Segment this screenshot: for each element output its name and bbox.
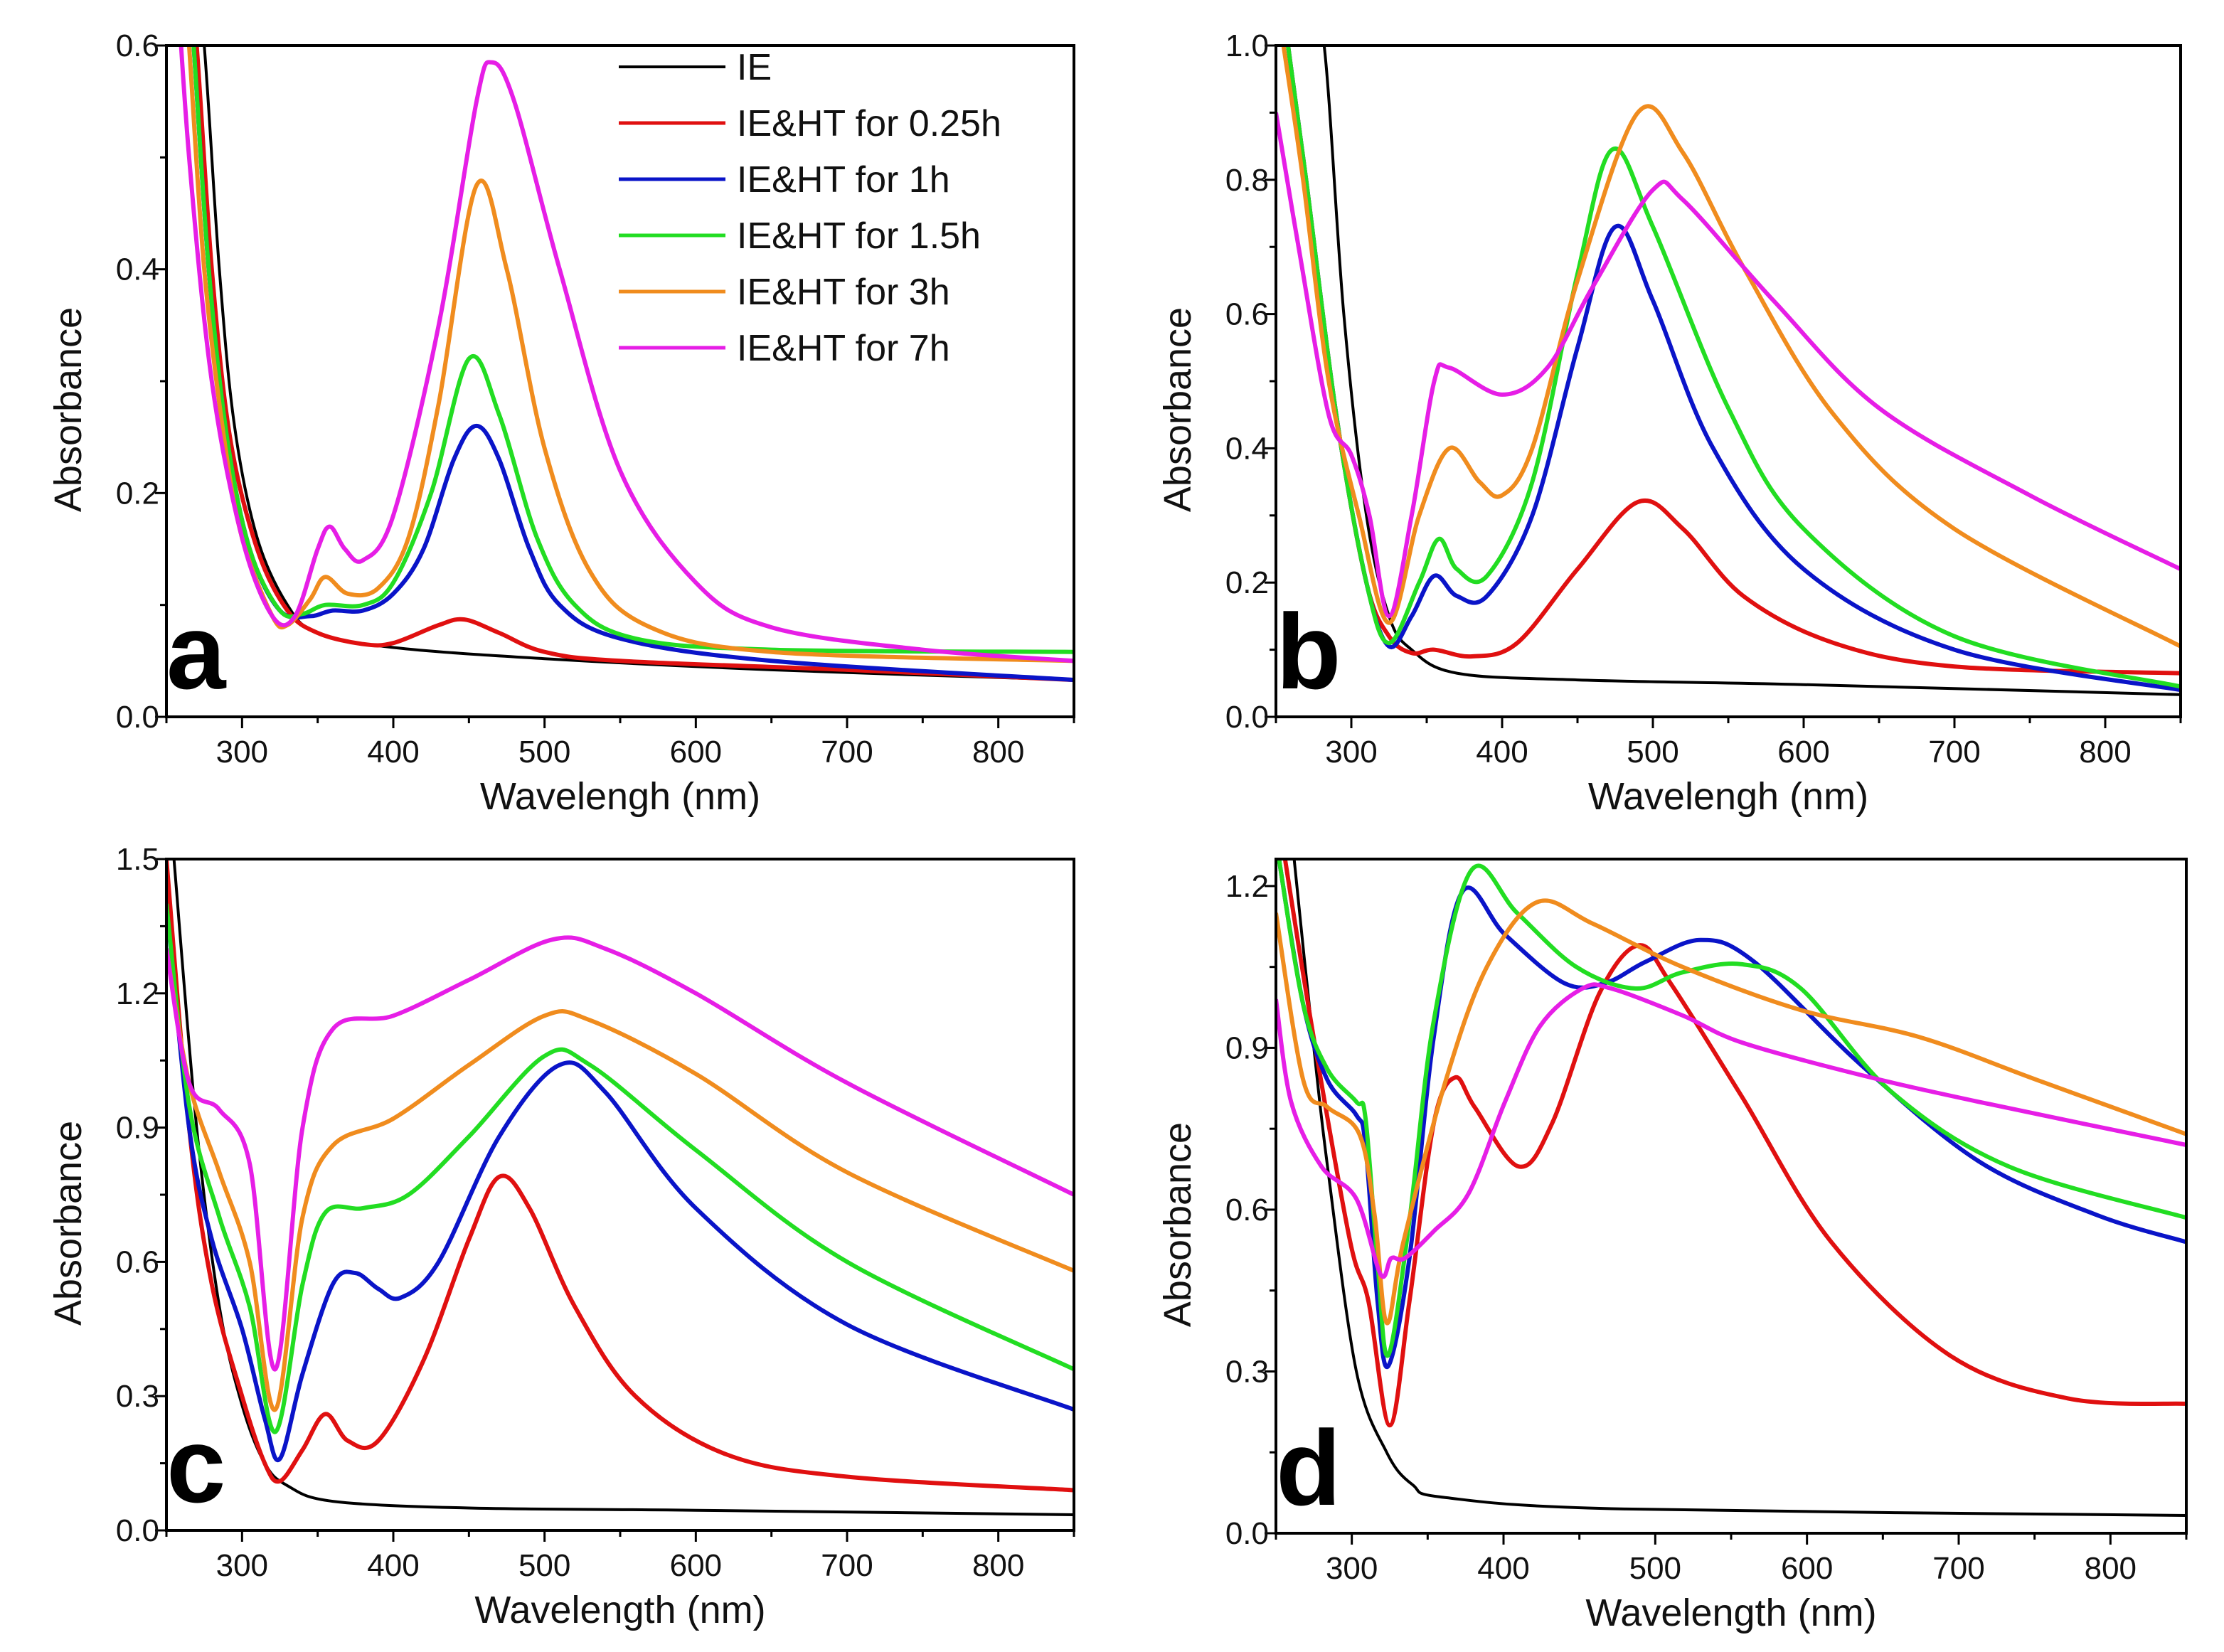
y-axis-title: Absorbance — [47, 1121, 90, 1326]
x-tick-label: 600 — [1777, 735, 1829, 769]
x-tick-label: 300 — [216, 1548, 268, 1583]
x-tick-label: 800 — [972, 1548, 1024, 1583]
x-tick-label: 600 — [1781, 1551, 1833, 1586]
x-tick-label: 600 — [670, 1548, 722, 1583]
x-axis-title: Wavelengh (nm) — [1588, 775, 1868, 818]
series-line-ie-ht-for-7h — [166, 935, 1074, 1372]
series-line-ie-ht-for-3h — [186, 46, 1074, 664]
series-group — [1276, 46, 2181, 696]
series-line-ie-ht-for-7h — [1276, 112, 2181, 619]
series-line-ie-ht-for-3h — [166, 948, 1074, 1412]
x-tick-label: 500 — [518, 1548, 570, 1583]
x-tick-label: 500 — [518, 735, 570, 769]
panel-b: 300 400 500 600 700 800 0.0 0.2 0.4 0.6 0.8 1.0 Wave… — [1156, 28, 2182, 818]
legend-label: IE&HT for 1h — [737, 159, 950, 201]
series-group — [166, 859, 1074, 1516]
y-tick-label: 0.0 — [116, 700, 159, 735]
x-tick-label: 300 — [1326, 1551, 1378, 1586]
y-tick-label: 0.6 — [116, 1245, 159, 1279]
y-tick-label: 0.9 — [1225, 1030, 1269, 1065]
x-tick-label: 700 — [1932, 1551, 1984, 1586]
series-line-ie-ht-for-1-5h — [166, 903, 1074, 1434]
series-line-ie-ht-for-1-5h — [1277, 859, 2186, 1358]
series-group — [179, 46, 1074, 683]
series-line-ie-ht-for-7h — [1276, 982, 2186, 1279]
x-tick-label: 400 — [367, 1548, 419, 1583]
y-tick-label: 0.8 — [1225, 163, 1269, 198]
y-tick-label: 0.3 — [116, 1379, 159, 1414]
legend-item: IE&HT for 0.25h — [619, 103, 1001, 144]
y-tick-label: 0.0 — [1225, 1516, 1269, 1551]
x-tick-label: 800 — [972, 735, 1024, 769]
panel-letter: d — [1276, 1408, 1341, 1528]
series-line-ie — [203, 46, 1074, 682]
legend-label: IE&HT for 3h — [737, 272, 950, 313]
x-tick-label: 700 — [821, 1548, 873, 1583]
y-tick-label: 1.2 — [1225, 869, 1269, 904]
y-tick-label: 0.4 — [116, 252, 159, 287]
legend: IE IE&HT for 0.25h IE&HT for 1h IE&HT for 1… — [619, 47, 1001, 369]
series-line-ie-ht-for-1h — [166, 903, 1074, 1463]
y-axis-title: Absorbance — [47, 307, 90, 512]
legend-item: IE&HT for 1.5h — [619, 215, 981, 257]
y-tick-label: 1.5 — [116, 842, 159, 877]
series-line-ie-ht-for-3h — [1281, 46, 2181, 649]
y-tick-label: 0.9 — [116, 1111, 159, 1146]
series-line-ie-ht-for-7h — [179, 46, 1074, 664]
x-tick-label: 300 — [216, 735, 268, 769]
y-tick-label: 0.4 — [1225, 431, 1269, 466]
series-line-ie-ht-for-1-5h — [1286, 46, 2181, 689]
series-line-ie-ht-for-0-25h — [194, 46, 1074, 683]
x-axis-title: Wavelength (nm) — [1585, 1592, 1876, 1634]
panel-letter: c — [166, 1405, 225, 1525]
x-tick-label: 300 — [1325, 735, 1377, 769]
y-tick-label: 0.2 — [1225, 565, 1269, 600]
x-tick-label: 600 — [670, 735, 722, 769]
x-tick-label: 500 — [1629, 1551, 1681, 1586]
x-tick-label: 700 — [1928, 735, 1980, 769]
legend-label: IE — [737, 47, 772, 88]
y-tick-label: 0.6 — [1225, 1193, 1269, 1227]
y-axis-title: Absorbance — [1156, 307, 1199, 512]
x-tick-label: 500 — [1627, 735, 1678, 769]
y-tick-label: 0.6 — [1225, 297, 1269, 332]
y-tick-label: 0.0 — [116, 1513, 159, 1548]
x-tick-label: 400 — [367, 735, 419, 769]
x-tick-label: 800 — [2079, 735, 2131, 769]
y-tick-label: 1.2 — [116, 976, 159, 1011]
series-group — [1276, 859, 2186, 1517]
legend-label: IE&HT for 7h — [737, 328, 950, 369]
legend-item: IE — [619, 47, 772, 88]
x-tick-label: 800 — [2085, 1551, 2137, 1586]
series-line-ie — [1322, 46, 2181, 696]
legend-label: IE&HT for 0.25h — [737, 103, 1001, 144]
series-line-ie-ht-for-0-25h — [1282, 859, 2186, 1428]
x-tick-label: 400 — [1477, 1551, 1529, 1586]
x-axis-title: Wavelength (nm) — [474, 1589, 765, 1631]
y-tick-label: 0.0 — [1225, 700, 1269, 735]
y-tick-label: 0.6 — [116, 28, 159, 63]
panel-c: 300 400 500 600 700 800 0.0 0.3 0.6 0.9 1.2 1.5 Wave… — [47, 842, 1075, 1631]
series-line-ie-ht-for-0-25h — [166, 859, 1074, 1493]
panel-a: 300 400 500 600 700 800 0.0 0.2 0.4 0.6 Wavelengh … — [47, 28, 1075, 818]
series-line-ie-ht-for-3h — [1276, 898, 2186, 1326]
panel-letter: b — [1276, 592, 1341, 711]
panel-letter: a — [166, 592, 227, 711]
y-tick-label: 1.0 — [1225, 28, 1269, 63]
legend-label: IE&HT for 1.5h — [737, 215, 981, 257]
y-tick-label: 0.3 — [1225, 1354, 1269, 1389]
panel-d: 300 400 500 600 700 800 0.0 0.3 0.6 0.9 1.2 Wavelen… — [1156, 858, 2188, 1634]
series-line-ie-ht-for-1h — [1286, 46, 2181, 693]
series-line-ie-ht-for-1-5h — [191, 46, 1074, 654]
x-axis-title: Wavelengh (nm) — [480, 775, 760, 818]
legend-item: IE&HT for 3h — [619, 272, 950, 313]
x-tick-label: 400 — [1476, 735, 1528, 769]
y-axis-title: Absorbance — [1156, 1122, 1199, 1327]
legend-item: IE&HT for 7h — [619, 328, 950, 369]
y-tick-label: 0.2 — [116, 476, 159, 511]
plot-frame — [165, 858, 1075, 1532]
legend-item: IE&HT for 1h — [619, 159, 950, 201]
x-tick-label: 700 — [821, 735, 873, 769]
